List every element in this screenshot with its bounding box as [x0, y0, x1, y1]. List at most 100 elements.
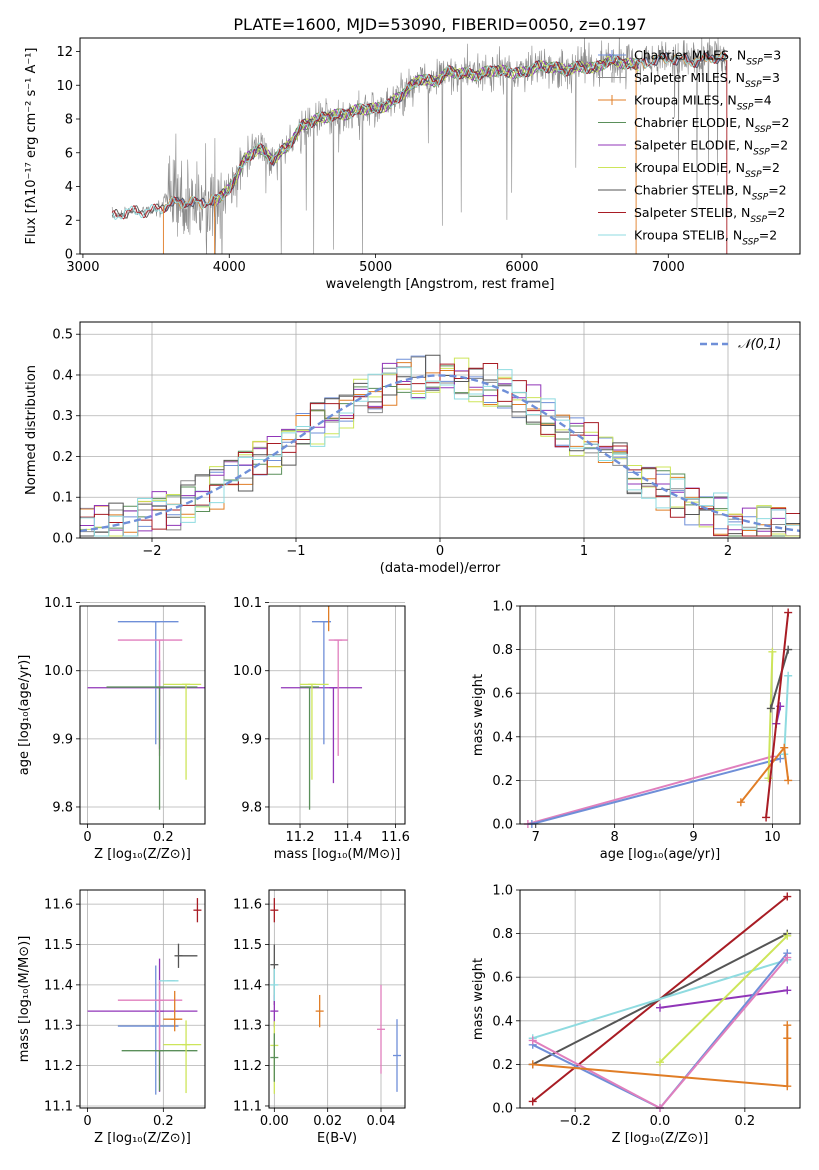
y-axis-label: age [log₁₀(age/yr)] — [17, 655, 32, 776]
plus-marker — [528, 1060, 537, 1069]
figure-title: PLATE=1600, MJD=53090, FIBERID=0050, z=0… — [233, 15, 646, 34]
y-tick-label: 10.1 — [233, 596, 262, 611]
series-line — [531, 757, 781, 824]
y-tick-label: 4 — [65, 180, 73, 195]
y-tick-label: 0 — [65, 248, 73, 263]
y-tick-label: 11.4 — [233, 978, 262, 993]
y-tick-label: 1.0 — [492, 884, 513, 899]
charts: 3000 4000 5000 6000 7000024681012wavelength … — [17, 37, 801, 1146]
x-tick-label: −1 — [286, 544, 305, 559]
mass_vs_EBV-panel: 0.00 0.02 0.04 11.1 11.2 11.3 11.4 11.5 11.6 E(B-… — [233, 889, 406, 1146]
x-tick-label: 7 — [532, 830, 540, 845]
plus-marker — [783, 953, 792, 962]
series-line — [765, 612, 790, 818]
axes-frame — [79, 605, 206, 825]
x-axis-label: Z [log₁₀(Z/Z⊙)] — [94, 1131, 191, 1146]
y-tick-label: 0.4 — [52, 368, 73, 383]
legend-label: Kroupa ELODIE, NSSP=2 — [634, 160, 780, 180]
x-tick-label: 8 — [611, 830, 619, 845]
residuals-panel: −2 −1 0 1 2 0.0 0.1 0.2 0.3 0.4 0.5 (data-model)/er… — [24, 321, 801, 576]
x-tick-label: 0 — [83, 1114, 91, 1129]
x-tick-label: 0.02 — [313, 1114, 342, 1129]
age_vs_Z-panel: 0 0.2 9.8 9.9 10.0 10.1 Z [log₁₀(Z/Z⊙)] age [lo… — [17, 596, 206, 862]
plus-marker — [783, 931, 792, 940]
y-tick-label: 0.1 — [52, 491, 73, 506]
histogram-step — [80, 367, 800, 537]
series-line — [532, 1025, 789, 1088]
axes-frame — [268, 889, 406, 1109]
plus-marker — [784, 776, 793, 785]
gaussian-reference-line — [80, 374, 800, 533]
y-tick-label: 0.3 — [52, 409, 73, 424]
plus-marker — [783, 1034, 792, 1043]
y-tick-label: 11.6 — [44, 898, 73, 913]
plus-marker — [784, 608, 793, 617]
y-tick-label: 0.8 — [492, 643, 513, 658]
y-tick-label: 0.2 — [492, 1058, 513, 1073]
plus-marker — [783, 892, 792, 901]
series-line — [527, 755, 773, 824]
y-tick-label: 9.9 — [52, 732, 73, 747]
x-axis-label: Z [log₁₀(Z/Z⊙)] — [94, 847, 191, 862]
y-tick-label: 11.3 — [233, 1019, 262, 1034]
x-tick-label: 6000 — [505, 260, 538, 275]
y-tick-label: 0.2 — [492, 774, 513, 789]
y-tick-label: 2 — [65, 214, 73, 229]
axes-frame — [79, 889, 206, 1109]
y-tick-label: 8 — [65, 113, 73, 128]
y-tick-label: 0.0 — [52, 532, 73, 547]
plus-marker — [783, 1082, 792, 1091]
y-tick-label: 11.2 — [233, 1059, 262, 1074]
x-tick-label: 0 — [436, 544, 444, 559]
y-tick-label: 0.5 — [52, 328, 73, 343]
x-tick-label: 0.04 — [367, 1114, 396, 1129]
legend-label: 𝒩(0,1) — [738, 337, 781, 352]
y-tick-label: 10.0 — [44, 664, 73, 679]
x-tick-label: 3000 — [66, 260, 99, 275]
y-tick-label: 10.1 — [44, 596, 73, 611]
y-tick-label: 11.3 — [44, 1019, 73, 1034]
y-tick-label: 0.4 — [492, 730, 513, 745]
plus-marker — [776, 754, 785, 763]
plus-marker — [656, 1003, 664, 1012]
y-tick-label: 10 — [56, 79, 73, 94]
plus-marker — [780, 743, 789, 752]
plus-marker — [783, 1021, 792, 1030]
legend-label: Kroupa STELIB, NSSP=2 — [634, 228, 777, 248]
series-line — [532, 952, 789, 1108]
y-axis-label: Normed distribution — [24, 365, 39, 495]
plus-marker — [762, 813, 771, 822]
y-tick-label: 0.0 — [492, 818, 513, 833]
y-axis-label: Flux [fλ10⁻¹⁷ erg cm⁻² s⁻¹ A⁻¹] — [24, 48, 39, 245]
legend-label: Chabrier STELIB, NSSP=2 — [634, 183, 787, 203]
axes-frame — [79, 37, 801, 255]
series-line — [532, 956, 789, 1108]
axes-frame — [519, 605, 801, 825]
x-axis-label: age [log₁₀(age/yr)] — [600, 847, 721, 862]
x-tick-label: 11.2 — [286, 830, 315, 845]
x-tick-label: 0.2 — [153, 830, 174, 845]
y-tick-label: 10.0 — [233, 664, 262, 679]
y-tick-label: 0.2 — [52, 450, 73, 465]
y-tick-label: 0.0 — [492, 1102, 513, 1117]
y-tick-label: 0.8 — [492, 927, 513, 942]
y-tick-label: 0.6 — [492, 971, 513, 986]
x-tick-label: −2 — [142, 544, 161, 559]
y-tick-label: 11.6 — [233, 898, 262, 913]
plus-marker — [784, 645, 793, 654]
x-tick-label: 10 — [764, 830, 781, 845]
y-tick-label: 11.5 — [233, 938, 262, 953]
legend-label: Chabrier ELODIE, NSSP=2 — [634, 115, 789, 135]
y-tick-label: 1.0 — [492, 600, 513, 615]
x-axis-label: Z [log₁₀(Z/Z⊙)] — [612, 1131, 709, 1146]
y-tick-label: 9.8 — [241, 800, 262, 815]
spectrum-model-line — [214, 53, 640, 205]
y-axis-label: mass [log₁₀(M/M⊙)] — [17, 936, 32, 1063]
legend-label: Chabrier MILES, NSSP=3 — [634, 48, 781, 68]
y-tick-label: 11.5 — [44, 938, 73, 953]
y-tick-label: 9.8 — [52, 800, 73, 815]
spectrum-model-line — [111, 52, 728, 221]
plus-marker — [656, 1058, 664, 1067]
y-tick-label: 11.1 — [44, 1099, 73, 1114]
y-tick-label: 0.6 — [492, 687, 513, 702]
